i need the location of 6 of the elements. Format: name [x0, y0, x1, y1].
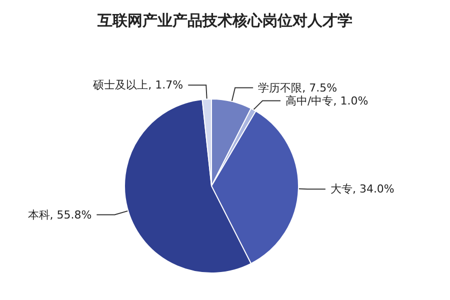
- slice-label: 学历不限, 7.5%: [258, 81, 338, 94]
- slice-label: 大专, 34.0%: [330, 182, 394, 196]
- slice-label: 硕士及以上, 1.7%: [92, 78, 184, 92]
- slice-label: 本科, 55.8%: [28, 208, 92, 222]
- slice-label: 高中/中专, 1.0%: [286, 94, 368, 108]
- chart-title: 互联网产业产品技术核心岗位对人才学: [96, 12, 352, 30]
